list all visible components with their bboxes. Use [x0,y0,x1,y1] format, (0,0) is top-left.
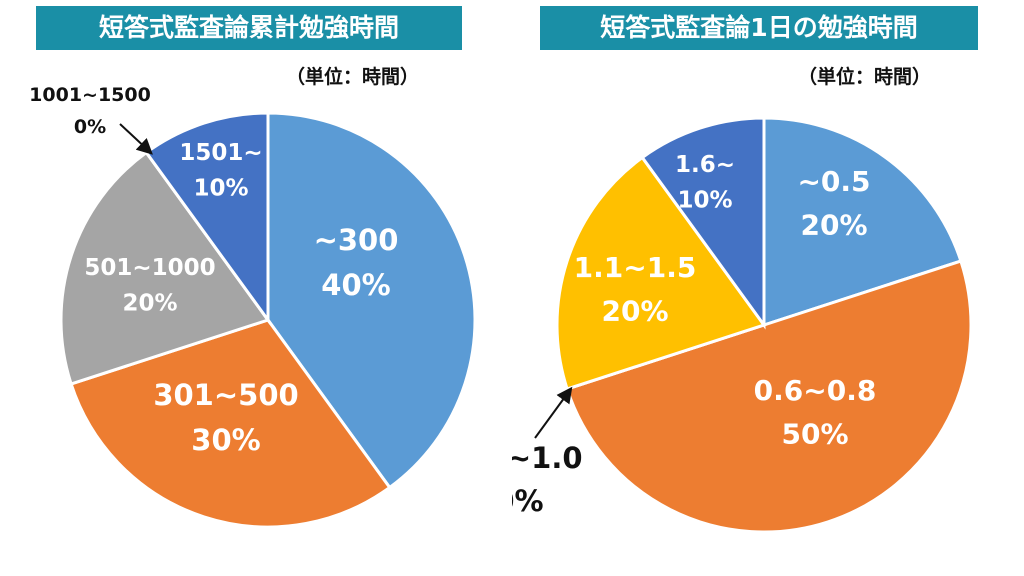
pie-slice [555,155,767,391]
pie-slice [59,150,271,386]
pie-slice [762,116,963,328]
callout-percent-label: 0% [74,116,106,138]
unit-note: （単位：時間） [286,66,420,88]
slice-name-label: ~0.5 [797,165,870,198]
slice-name-label: 1.1~1.5 [574,251,697,284]
callout-percent-label: 0% [512,484,544,518]
slice-percent-label: 20% [122,291,177,317]
unit-note: （単位：時間） [798,66,932,88]
slice-percent-label: 30% [191,423,260,457]
callout-arrow [534,386,573,439]
pie-slice [69,318,392,529]
pie-slice [640,116,766,330]
slice-name-label: 501~1000 [84,255,215,281]
pie-chart-left: ~300 40% 301~500 30% 501~1000 20% 1501~ 10% 1001… [29,84,477,529]
slice-percent-label: 10% [677,188,732,214]
chart-title: 短答式監査論1日の勉強時間 [540,6,978,50]
chart-left: 短答式監査論累計勉強時間 （単位：時間） ~300 40% 301~500 30% 50… [29,6,477,529]
pie-slice [266,111,477,490]
pie-slice [565,259,973,534]
slice-percent-label: 20% [800,208,867,241]
slice-name-label: 1.6~ [675,152,735,178]
callout-name-label: 0.9~1.0 [512,441,583,475]
slice-name-label: ~300 [314,223,399,257]
chart-right: 短答式監査論1日の勉強時間 （単位：時間） ~0.5 20% 0.6~0.8 50% 1… [512,0,1024,576]
slice-percent-label: 40% [321,268,390,302]
callout-name-label: 1001~1500 [29,84,151,106]
slice-percent-label: 20% [601,294,668,327]
chart-title: 短答式監査論累計勉強時間 [36,6,462,50]
slice-percent-label: 10% [193,176,248,202]
slice-name-label: 301~500 [153,378,298,412]
pie-chart-right: ~0.5 20% 0.6~0.8 50% 1.1~1.5 20% 1.6~ 10% 0.9~1.… [512,116,973,534]
slice-name-label: 0.6~0.8 [754,374,877,407]
callout-arrow [119,123,153,155]
slice-percent-label: 50% [781,417,848,450]
slice-name-label: 1501~ [179,140,262,166]
